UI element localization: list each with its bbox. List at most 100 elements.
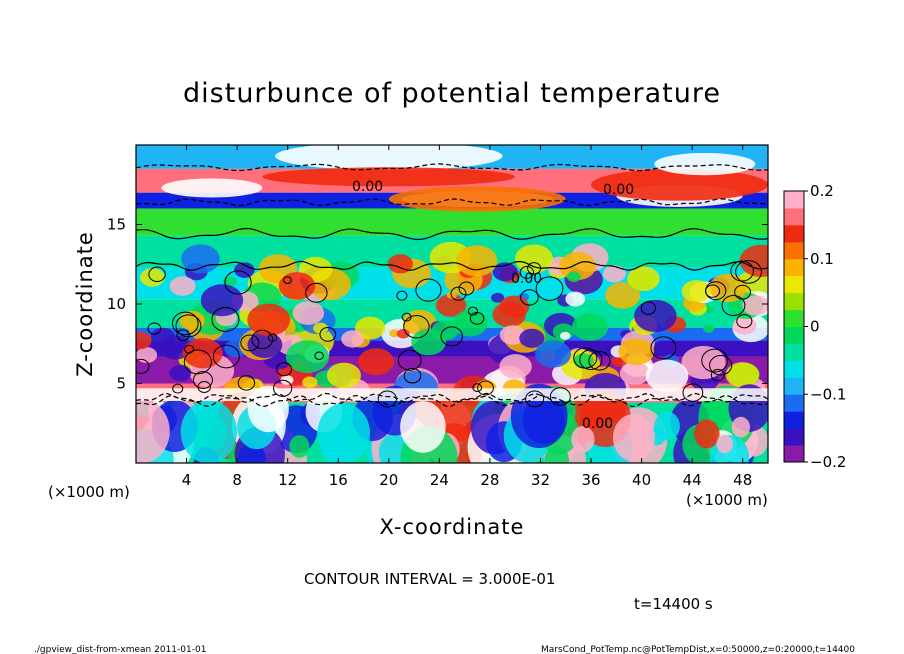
contour-line: [477, 380, 494, 396]
field-blob: [619, 362, 651, 385]
field-blob: [591, 168, 768, 201]
colorbar-segment: [784, 292, 804, 311]
field-blob: [455, 245, 498, 277]
contour-line: [472, 383, 483, 392]
field-blob: [181, 244, 220, 274]
field-blob: [492, 301, 526, 328]
contour-line: [147, 322, 162, 335]
contour-line: [735, 260, 762, 284]
contour-line: [377, 390, 397, 408]
field-blob: [180, 399, 237, 463]
field-blob: [654, 152, 756, 176]
field-blob: [731, 416, 750, 438]
field-blob: [519, 328, 545, 348]
contour-line: [450, 286, 467, 301]
field-blob: [452, 310, 488, 337]
chart-title: disturbunce of potential temperature: [183, 78, 721, 109]
x-tick-label: 8: [232, 471, 242, 489]
contour-line: [136, 260, 768, 271]
footer-left: ./gpview_dist-from-xmean 2011-01-01: [34, 645, 206, 654]
field-blob: [354, 316, 386, 340]
x-tick-label: 28: [480, 471, 499, 489]
colorbar-segment: [784, 224, 804, 243]
contour-line: [136, 227, 768, 241]
contour-line: [709, 354, 733, 376]
field-blob: [742, 295, 768, 316]
contour-line: [211, 307, 240, 332]
x-tick-label: 4: [182, 471, 192, 489]
x-tick-label: 48: [733, 471, 752, 489]
field-blob: [703, 324, 715, 333]
colorbar-segment: [784, 326, 804, 344]
field-blob: [234, 262, 255, 278]
contour-line: [136, 358, 150, 374]
field-blob: [161, 178, 263, 198]
field-blob: [275, 145, 503, 171]
contour-line: [640, 301, 656, 315]
contour-line: [237, 375, 256, 391]
field-blob: [136, 399, 170, 463]
field-blob: [387, 254, 413, 274]
contour-line: [273, 379, 293, 397]
contour-line: [397, 349, 422, 371]
contour-label-4: 0.00: [582, 416, 613, 432]
colorbar-segment: [784, 258, 804, 277]
field-blob: [634, 299, 677, 333]
contour-line: [705, 284, 721, 298]
field-blob: [499, 354, 532, 379]
field-blob: [558, 252, 596, 281]
colorbar-segment: [784, 445, 804, 463]
contour-line: [682, 383, 704, 402]
field-blob: [571, 313, 609, 341]
contour-interval-text: CONTOUR INTERVAL = 3.000E-01: [304, 570, 555, 588]
y-tick-label: 5: [116, 375, 126, 393]
field-blob: [388, 186, 566, 212]
colorbar: [784, 191, 804, 463]
contour-line: [403, 315, 430, 339]
contour-line: [730, 260, 754, 282]
colorbar-tick-label: 0.1: [810, 250, 834, 268]
contour-line: [148, 266, 166, 283]
contour-line: [415, 278, 442, 302]
field-blob: [725, 362, 760, 388]
contour-label-1: 0.00: [352, 179, 383, 195]
field-blob: [200, 284, 244, 317]
x-axis-label: X-coordinate: [380, 515, 525, 539]
footer-right: MarsCond_PotTemp.nc@PotTempDist,x=0:5000…: [541, 645, 855, 654]
y-tick-label: 10: [107, 295, 126, 313]
field-blob: [732, 316, 757, 335]
contour-line: [520, 289, 539, 306]
field-blob: [612, 413, 655, 462]
contour-line: [527, 262, 542, 275]
colorbar-segment: [784, 241, 804, 260]
contour-line: [458, 281, 475, 296]
x-tick-label: 44: [683, 471, 702, 489]
contour-line: [710, 368, 725, 382]
colorbar-tick-label: 0: [810, 318, 820, 336]
field-blob: [278, 272, 316, 300]
plot-area: [136, 145, 768, 463]
x-tick-label: 24: [430, 471, 449, 489]
colorbar-segment: [784, 394, 804, 412]
colorbar-tick-label: 0.2: [810, 182, 834, 200]
colorbar-segment: [784, 191, 804, 209]
field-blob: [262, 167, 516, 187]
contour-line: [440, 326, 463, 347]
colorbar-segment: [784, 411, 804, 429]
field-blob: [247, 303, 291, 336]
field-blob: [515, 244, 554, 274]
colorbar-tick-label: −0.1: [810, 385, 846, 403]
contour-line: [305, 282, 328, 303]
field-blob: [396, 328, 410, 339]
field-blob: [694, 419, 720, 449]
contour-line: [588, 351, 611, 371]
contour-line: [172, 383, 184, 394]
contour-line: [183, 349, 212, 375]
y-axis-label: Z-coordinate: [73, 231, 97, 377]
contour-line: [721, 294, 746, 317]
contour-line: [276, 362, 293, 377]
contour-line: [549, 387, 571, 406]
contour-line: [283, 276, 292, 285]
contour-line: [401, 312, 412, 322]
